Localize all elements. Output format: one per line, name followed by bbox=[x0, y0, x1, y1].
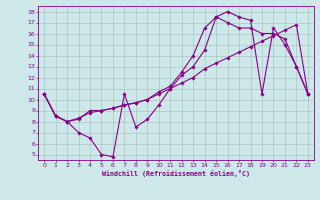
X-axis label: Windchill (Refroidissement éolien,°C): Windchill (Refroidissement éolien,°C) bbox=[102, 170, 250, 177]
